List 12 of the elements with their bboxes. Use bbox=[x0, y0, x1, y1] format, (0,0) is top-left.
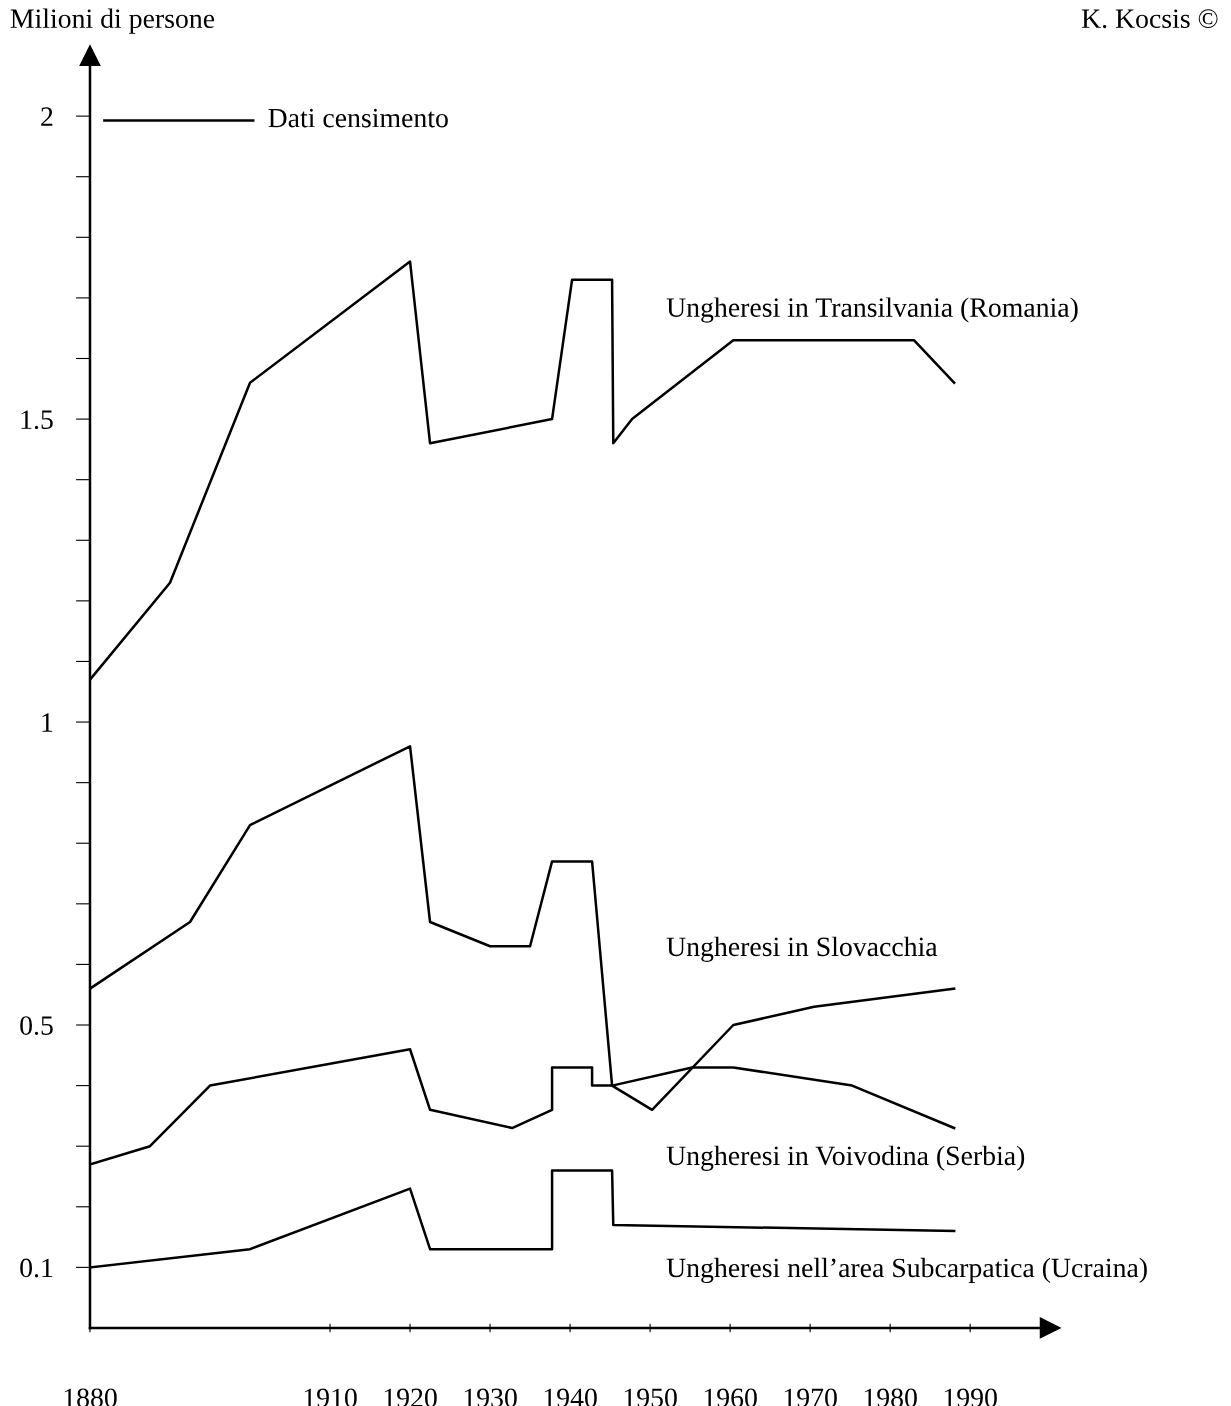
y-tick-label: 1 bbox=[42, 713, 53, 732]
y-tick-label: 0.1 bbox=[20, 1258, 53, 1278]
series-label: Ungheresi nell’area Subcarpatica (Ucraina) bbox=[666, 1257, 1147, 1284]
y-tick-label: 1.5 bbox=[21, 410, 53, 430]
y-tick-label: 0.5 bbox=[20, 1016, 53, 1036]
y-tick-label: 2 bbox=[41, 107, 53, 126]
y-axis-title: Milioni di persone bbox=[10, 8, 215, 34]
text: K. Kocsis © bbox=[1081, 9, 1218, 29]
series-label: Ungheresi in Transilvania (Romania) bbox=[666, 297, 1078, 323]
series-label: Ungheresi in Slovacchia bbox=[666, 936, 938, 962]
annotation: Dati censimento bbox=[268, 108, 448, 128]
text: Ungheresi in Voivodina (Serbia) bbox=[666, 1145, 1025, 1171]
